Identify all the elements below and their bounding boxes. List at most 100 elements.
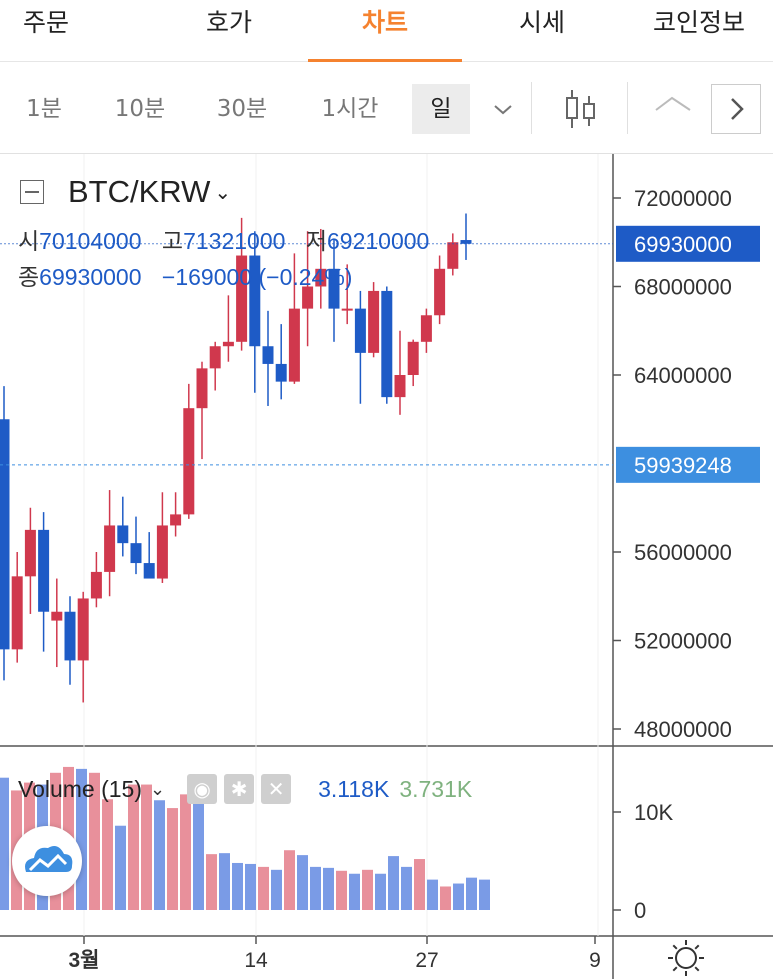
volume-bar bbox=[323, 867, 334, 910]
eye-icon[interactable]: ◉ bbox=[187, 774, 218, 804]
volume-bar bbox=[349, 873, 360, 910]
volume-bar bbox=[427, 879, 438, 910]
price-tick-label: 72000000 bbox=[634, 186, 732, 211]
candle-body bbox=[170, 514, 182, 526]
candle-body bbox=[90, 571, 102, 599]
volume-bar bbox=[193, 788, 204, 910]
tab-market-price[interactable]: 시세 bbox=[518, 8, 565, 37]
volume-bar bbox=[414, 859, 425, 910]
date-tick-label: 3월 bbox=[69, 949, 100, 972]
change-value: −169000 (−0.24%) bbox=[161, 264, 353, 290]
tab-order[interactable]: 주문 bbox=[22, 8, 69, 37]
marker-price-tag bbox=[616, 446, 760, 483]
price-tick-label: 52000000 bbox=[634, 629, 732, 654]
symbol-selector[interactable]: BTC/KRW bbox=[68, 174, 211, 209]
volume-bar bbox=[388, 856, 399, 910]
candle-body bbox=[275, 363, 287, 382]
current-price-tag bbox=[616, 225, 760, 262]
volume-bar bbox=[440, 886, 451, 910]
chevron-down-icon[interactable]: ⌄ bbox=[214, 180, 232, 204]
date-tick-label: 9 bbox=[589, 949, 601, 972]
volume-bar bbox=[362, 869, 373, 910]
candle-body bbox=[394, 375, 406, 398]
candle-body bbox=[143, 563, 155, 579]
volume-bar bbox=[115, 825, 126, 910]
volume-bar bbox=[89, 772, 100, 910]
candle-body bbox=[381, 290, 393, 398]
volume-bar bbox=[180, 794, 191, 910]
close-icon[interactable]: ✕ bbox=[261, 774, 292, 804]
candlestick-icon[interactable] bbox=[560, 86, 600, 132]
high-label: 고 bbox=[161, 228, 184, 254]
candle-body bbox=[354, 308, 366, 353]
low-value: 69210000 bbox=[326, 228, 430, 254]
candle-body bbox=[368, 290, 380, 353]
volume-bar bbox=[102, 799, 113, 910]
volume-bar bbox=[271, 869, 282, 910]
volume-bar bbox=[258, 866, 269, 910]
tab-chart[interactable]: 차트 bbox=[308, 0, 462, 63]
interval-toolbar: 1분 10분 30분 1시간 일 bbox=[0, 62, 773, 154]
volume-tick-label: 10K bbox=[634, 800, 673, 825]
symbol-legend: BTC/KRW ⌄ bbox=[20, 172, 231, 212]
price-tick-label: 48000000 bbox=[634, 717, 732, 742]
price-tick-label: 64000000 bbox=[634, 363, 732, 388]
candle-body bbox=[315, 268, 327, 287]
open-value: 70104000 bbox=[39, 228, 142, 254]
candle-body bbox=[341, 308, 353, 311]
candle-body bbox=[434, 268, 446, 316]
date-tick-label: 27 bbox=[415, 949, 438, 972]
candle-body bbox=[11, 576, 23, 650]
line-chart-icon[interactable] bbox=[652, 90, 696, 120]
candle-body bbox=[236, 255, 248, 342]
candle-body bbox=[209, 346, 221, 369]
interval-10min[interactable]: 10분 bbox=[114, 96, 166, 122]
interval-30min[interactable]: 30분 bbox=[216, 96, 268, 122]
interval-day[interactable]: 일 bbox=[412, 84, 470, 134]
date-tick-label: 14 bbox=[244, 949, 268, 972]
collapse-legend-button[interactable] bbox=[20, 180, 44, 204]
volume-bar bbox=[219, 853, 230, 910]
candle-body bbox=[460, 240, 472, 244]
interval-1min[interactable]: 1분 bbox=[26, 96, 62, 122]
ohlc-line-1: 시70104000 고71321000 저69210000 bbox=[18, 222, 429, 256]
volume-bar bbox=[336, 870, 347, 910]
chart-drawing-button[interactable] bbox=[12, 826, 82, 896]
volume-bar bbox=[284, 850, 295, 910]
tab-orderbook[interactable]: 호가 bbox=[205, 8, 252, 37]
chevron-right-icon bbox=[731, 98, 744, 120]
toolbar-divider bbox=[627, 82, 628, 134]
chevron-down-icon[interactable] bbox=[488, 100, 518, 120]
candle-body bbox=[117, 525, 129, 544]
gear-ray bbox=[694, 966, 700, 972]
volume-bar bbox=[154, 800, 165, 910]
tab-coin-info[interactable]: 코인정보 bbox=[652, 8, 745, 37]
volume-value-1: 3.118K bbox=[318, 775, 390, 802]
gear-ray bbox=[694, 944, 700, 950]
gear-ring bbox=[675, 947, 697, 969]
candle-body bbox=[328, 268, 340, 309]
candle-body bbox=[262, 346, 274, 364]
volume-bar bbox=[466, 877, 477, 910]
interval-1hour[interactable]: 1시간 bbox=[321, 96, 379, 122]
volume-bar bbox=[245, 863, 256, 910]
next-button[interactable] bbox=[711, 84, 761, 134]
high-value: 71321000 bbox=[183, 228, 286, 254]
low-label: 저 bbox=[305, 228, 327, 254]
candle-body bbox=[420, 315, 432, 342]
candle-body bbox=[130, 543, 142, 564]
chevron-down-icon[interactable]: ⌄ bbox=[150, 778, 166, 799]
candle-body bbox=[24, 529, 36, 577]
sun-settings-icon[interactable] bbox=[668, 940, 704, 976]
candle-body bbox=[447, 242, 459, 269]
candle-body bbox=[156, 525, 168, 579]
volume-bar bbox=[167, 808, 178, 910]
ohlc-line-2: 종69930000 −169000 (−0.24%) bbox=[18, 258, 352, 292]
candle-body bbox=[64, 611, 76, 661]
volume-bar bbox=[297, 855, 308, 910]
volume-bar bbox=[453, 883, 464, 910]
cloud-chart-icon bbox=[25, 846, 73, 872]
gear-icon[interactable]: ✱ bbox=[224, 774, 255, 804]
volume-bar bbox=[401, 866, 412, 910]
